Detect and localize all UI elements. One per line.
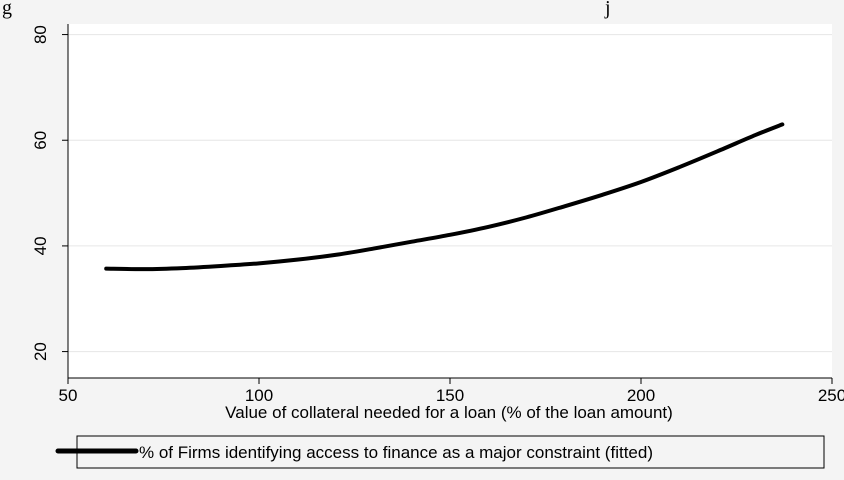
y-tick-label-40: 40 bbox=[31, 236, 50, 255]
x-tick-label-50: 50 bbox=[59, 386, 78, 405]
x-tick-label-200: 200 bbox=[627, 386, 655, 405]
x-tick-label-150: 150 bbox=[436, 386, 464, 405]
y-tick-label-20: 20 bbox=[31, 342, 50, 361]
x-axis-ticks: 50 100 150 200 250 bbox=[59, 378, 844, 405]
legend: % of Firms identifying access to finance… bbox=[55, 435, 825, 469]
y-tick-label-60: 60 bbox=[31, 131, 50, 150]
x-tick-label-250: 250 bbox=[818, 386, 844, 405]
series-line-0 bbox=[104, 122, 785, 272]
x-axis-title: Value of collateral needed for a loan (%… bbox=[225, 403, 673, 422]
series-group bbox=[104, 122, 785, 272]
legend-label-fitted: % of Firms identifying access to finance… bbox=[139, 443, 653, 462]
grid-lines bbox=[68, 34, 832, 353]
y-tick-label-80: 80 bbox=[31, 25, 50, 44]
header-fragment-right: j bbox=[604, 0, 611, 19]
x-tick-label-100: 100 bbox=[245, 386, 273, 405]
header-fragment-left: g bbox=[2, 0, 12, 19]
plot-area bbox=[68, 24, 832, 378]
y-axis-ticks: 20 40 60 80 bbox=[31, 25, 68, 361]
